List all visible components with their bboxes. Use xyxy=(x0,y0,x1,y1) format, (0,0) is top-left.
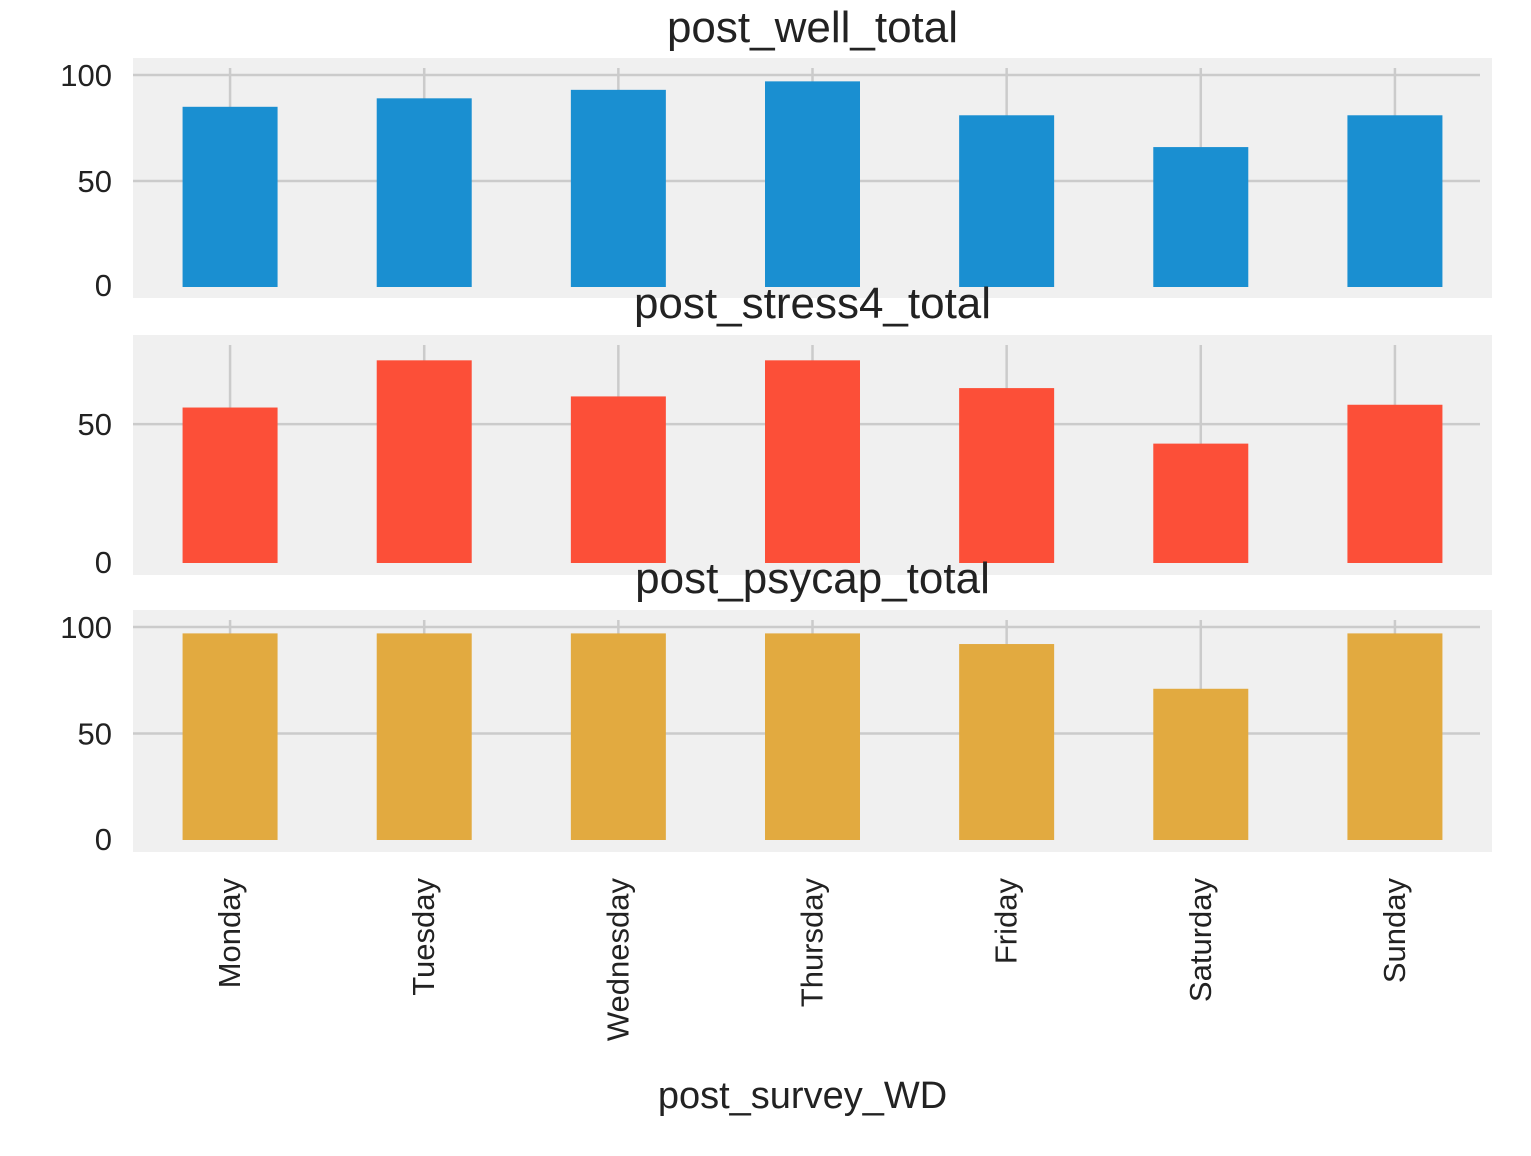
x-tick-label-wednesday: Wednesday xyxy=(600,878,635,1042)
y-tick-label: 100 xyxy=(60,610,112,645)
y-tick-label: 0 xyxy=(95,545,112,580)
subplot-title: post_well_total xyxy=(667,3,958,52)
y-tick-label: 50 xyxy=(78,717,112,752)
x-tick-label-sunday: Sunday xyxy=(1377,878,1412,984)
bar-friday xyxy=(959,115,1055,287)
x-axis-label: post_survey_WD xyxy=(658,1075,947,1117)
x-tick-label-friday: Friday xyxy=(989,878,1024,965)
x-tick-label-tuesday: Tuesday xyxy=(406,878,441,996)
y-tick-label: 0 xyxy=(95,268,112,303)
subplot-title: post_stress4_total xyxy=(634,279,991,328)
y-tick-label: 50 xyxy=(78,164,112,199)
bar-friday xyxy=(959,388,1055,563)
x-tick-label-thursday: Thursday xyxy=(795,878,830,1008)
bar-monday xyxy=(182,106,278,287)
bar-sunday xyxy=(1347,404,1443,563)
bar-sunday xyxy=(1347,115,1443,287)
bar-saturday xyxy=(1153,443,1249,563)
subplot-3: 0 50 100 post_psycap_total Monday Tuesday Wedn… xyxy=(60,554,1492,1117)
bar-wednesday xyxy=(570,89,666,287)
bar-saturday xyxy=(1153,688,1249,840)
y-tick-label: 100 xyxy=(60,58,112,93)
bar-wednesday xyxy=(570,396,666,563)
bar-tuesday xyxy=(376,98,472,287)
bar-tuesday xyxy=(376,360,472,563)
bar-thursday xyxy=(765,633,860,840)
bar-thursday xyxy=(765,81,860,287)
bar-saturday xyxy=(1153,147,1249,287)
subplot-title: post_psycap_total xyxy=(635,554,990,603)
y-tick-label: 50 xyxy=(78,407,112,442)
bar-monday xyxy=(182,633,278,840)
bar-wednesday xyxy=(570,633,666,840)
bar-monday xyxy=(182,407,278,563)
x-tick-label-monday: Monday xyxy=(212,878,247,989)
subplot-1: 0 50 100 post_well_total xyxy=(60,3,1492,303)
bar-sunday xyxy=(1347,633,1443,840)
subplot-2: 0 50 post_stress4_total xyxy=(78,279,1492,580)
x-tick-label-saturday: Saturday xyxy=(1183,878,1218,1003)
bar-friday xyxy=(959,644,1055,840)
bar-thursday xyxy=(765,360,860,563)
y-tick-label: 0 xyxy=(95,822,112,857)
bar-tuesday xyxy=(376,633,472,840)
